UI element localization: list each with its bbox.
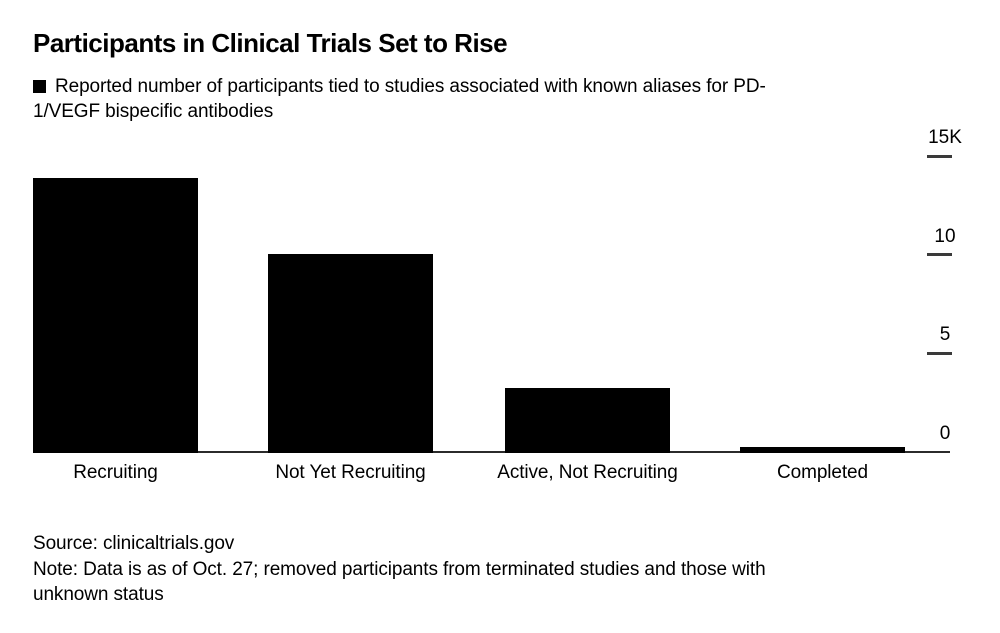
subtitle-text-1: Reported number of participants tied to … — [55, 76, 766, 97]
y-axis-label: 10 — [934, 225, 956, 247]
y-axis-label: 0 — [939, 423, 951, 444]
bar-completed — [740, 447, 905, 453]
source-text: Source: clinicaltrials.gov — [33, 533, 235, 554]
bar-recruiting — [33, 178, 198, 453]
bar-active-not-recruiting — [505, 388, 670, 453]
x-axis-label: Active, Not Recruiting — [497, 462, 678, 483]
y-axis-tick — [927, 154, 952, 158]
x-axis-label: Completed — [777, 462, 868, 483]
y-axis-label: 15K — [928, 127, 962, 148]
y-axis-tick — [927, 253, 952, 257]
x-axis-label: Not Yet Recruiting — [275, 462, 426, 483]
note-line-2: unknown status — [33, 584, 164, 605]
note-line-1: Note: Data is as of Oct. 27; removed par… — [33, 558, 766, 580]
y-axis-tick — [927, 351, 952, 355]
x-axis-label: Recruiting — [73, 462, 158, 483]
chart-title: Participants in Clinical Trials Set to R… — [33, 28, 508, 58]
chart-subtitle: Reported number of participants tied to … — [33, 74, 953, 124]
subtitle-line-1: Reported number of participants tied to … — [33, 74, 953, 99]
chart-footer: Source: clinicaltrials.gov Note: Data is… — [33, 531, 953, 608]
x-axis-line — [33, 451, 950, 453]
y-axis-label: 5 — [939, 324, 951, 346]
bar-not-yet-recruiting — [268, 254, 433, 453]
subtitle-text-2: 1/VEGF bispecific antibodies — [33, 101, 274, 122]
legend-swatch — [33, 80, 46, 93]
